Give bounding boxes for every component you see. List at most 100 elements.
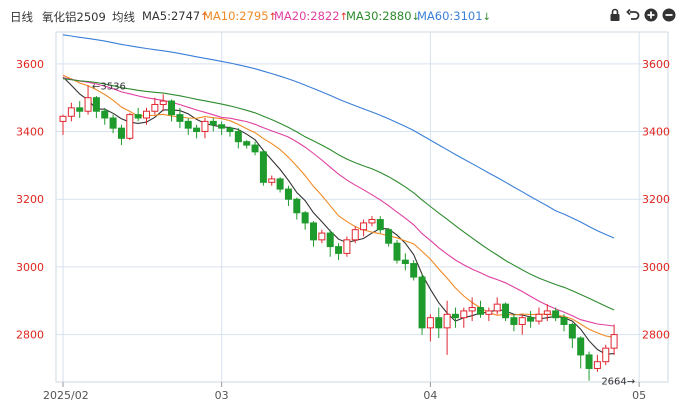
ma10-arrow: ↑ xyxy=(268,12,277,23)
candle-up xyxy=(59,115,67,122)
candle-up xyxy=(159,100,167,105)
y-tick-label-left: 2800 xyxy=(16,329,44,342)
candle-down xyxy=(284,188,292,200)
ma30-value: MA30:2880 xyxy=(346,9,412,23)
ma20-readout: MA20:2822↑ xyxy=(274,9,348,23)
candle-up xyxy=(201,120,209,133)
candle-up xyxy=(485,310,493,315)
candle-up xyxy=(67,107,75,117)
candle-down xyxy=(301,212,309,224)
axes: 2800 2800 3000 3000 3200 3200 3400 3400 3600 3600… xyxy=(16,58,670,402)
x-tick-label: 04 xyxy=(423,389,437,402)
candle-up xyxy=(268,178,276,183)
candle-down xyxy=(418,276,426,329)
candle-up xyxy=(468,307,476,312)
candle-down xyxy=(326,232,334,248)
candle-down xyxy=(376,219,384,231)
candle-down xyxy=(92,97,100,112)
candle-down xyxy=(109,117,117,129)
y-tick-label-left: 3600 xyxy=(16,58,44,71)
candle-up xyxy=(360,222,368,231)
lock-icon[interactable] xyxy=(608,8,622,22)
candle-down xyxy=(335,246,343,254)
candle-down xyxy=(393,242,401,261)
ma-line-ma10 xyxy=(62,74,615,338)
candle-up xyxy=(426,317,434,329)
undo-icon[interactable] xyxy=(626,8,640,22)
candle-down xyxy=(168,100,176,116)
moving-average-lines xyxy=(62,34,615,355)
plot-frame xyxy=(55,31,669,383)
ma-line-ma60 xyxy=(62,34,615,239)
ma5-readout: MA5:2747↑ xyxy=(142,9,209,23)
zoom-in-icon[interactable] xyxy=(644,8,658,22)
candle-down xyxy=(243,141,251,146)
ma5-arrow: ↑ xyxy=(200,12,209,23)
y-tick-label-right: 3200 xyxy=(642,193,670,206)
candle-down xyxy=(552,310,560,319)
y-tick-label-right: 3000 xyxy=(642,261,670,274)
candle-down xyxy=(209,120,217,126)
ma60-readout: MA60:3101↓ xyxy=(417,9,491,23)
candle-down xyxy=(568,323,576,339)
candle-up xyxy=(460,310,468,319)
ma60-value: MA60:3101 xyxy=(417,9,483,23)
candle-up xyxy=(84,97,92,112)
y-tick-label-right: 3400 xyxy=(642,126,670,139)
candle-down xyxy=(234,131,242,143)
y-tick-label-left: 3000 xyxy=(16,261,44,274)
ma10-value: MA10:2795 xyxy=(203,9,269,23)
candle-up xyxy=(318,232,326,241)
ma60-arrow: ↓ xyxy=(482,12,491,23)
candle-down xyxy=(527,317,535,322)
candle-down xyxy=(76,107,84,112)
price-annotation: ←3536 xyxy=(92,82,126,93)
candle-down xyxy=(401,259,409,265)
x-tick-label: 03 xyxy=(215,389,229,402)
candle-up xyxy=(593,361,601,369)
ma20-value: MA20:2822 xyxy=(274,9,340,23)
ma30-arrow: ↓ xyxy=(411,12,420,23)
y-tick-label-left: 3400 xyxy=(16,126,44,139)
candle-down xyxy=(117,127,125,139)
candles xyxy=(59,85,618,381)
candle-up xyxy=(343,239,351,254)
candle-down xyxy=(510,317,518,325)
grid xyxy=(55,31,669,383)
candle-down xyxy=(560,317,568,325)
symbol-label: 氧化铝2509 xyxy=(42,10,106,24)
x-tick-label: 05 xyxy=(632,389,646,402)
zoom-out-icon[interactable] xyxy=(662,8,676,22)
candle-down xyxy=(310,222,317,241)
candle-down xyxy=(477,307,484,315)
candle-down xyxy=(435,317,443,329)
candle-down xyxy=(184,120,192,129)
ma5-value: MA5:2747 xyxy=(142,9,201,23)
ma-toggle[interactable]: 均线 xyxy=(112,10,135,24)
price-annotation: 2664→ xyxy=(601,377,635,388)
ma30-readout: MA30:2880↓ xyxy=(346,9,420,23)
candle-up xyxy=(602,347,610,363)
period-selector[interactable]: 日线 xyxy=(10,10,33,24)
candle-up xyxy=(518,317,526,325)
candle-down xyxy=(585,354,593,369)
candle-up xyxy=(143,110,150,119)
candle-up xyxy=(610,334,618,349)
candle-up xyxy=(151,103,159,112)
y-tick-label-right: 3600 xyxy=(642,58,670,71)
y-tick-label-left: 3200 xyxy=(16,193,44,206)
x-tick-label: 2025/02 xyxy=(43,389,89,402)
candle-up xyxy=(443,313,451,329)
candle-up xyxy=(493,303,501,312)
candle-down xyxy=(577,337,585,356)
ma20-arrow: ↑ xyxy=(339,12,348,23)
candle-down xyxy=(251,144,259,153)
candle-down xyxy=(259,151,267,183)
candle-up xyxy=(368,219,376,224)
candle-up xyxy=(535,313,543,322)
candle-down xyxy=(502,303,510,319)
ma-line-ma30 xyxy=(62,78,615,311)
candle-down xyxy=(101,110,109,119)
candle-down xyxy=(218,124,226,129)
